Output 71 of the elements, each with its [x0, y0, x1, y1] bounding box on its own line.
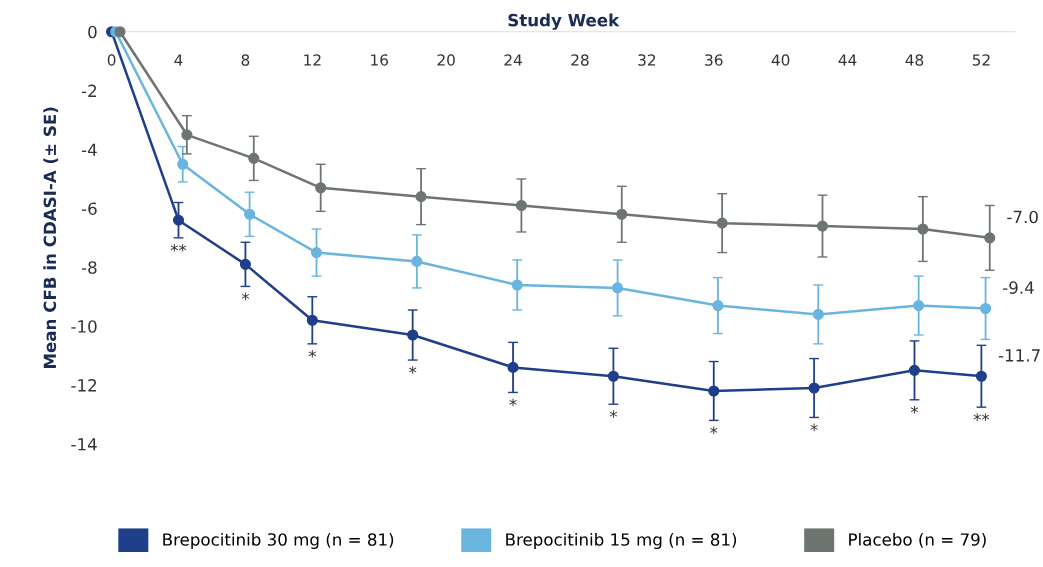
point: [980, 302, 992, 315]
x-tick-label: 44: [838, 54, 857, 66]
annotation: *: [509, 398, 517, 407]
point: [917, 223, 929, 235]
y-tick-label: -12: [71, 379, 97, 392]
point: [616, 208, 628, 220]
annotation: *: [609, 410, 618, 418]
x-tick-label: 16: [371, 54, 388, 66]
annotation: *: [241, 292, 250, 301]
annotation: -9.4: [1003, 281, 1034, 294]
x-tick-label: 4: [174, 54, 183, 66]
annotation: -11.7: [998, 349, 1040, 362]
x-tick-label: 32: [638, 54, 656, 66]
point: [172, 214, 185, 226]
annotation: *: [910, 405, 919, 414]
point: [975, 370, 987, 382]
point: [244, 208, 256, 220]
point: [181, 129, 193, 141]
point: [716, 217, 728, 229]
annotation: *: [308, 349, 316, 358]
point: [612, 282, 624, 294]
y-tick-label: -8: [81, 261, 97, 274]
x-tick-label: 36: [705, 54, 723, 66]
x-axis-title: Study Week: [508, 13, 620, 30]
point: [511, 279, 523, 291]
point: [984, 232, 996, 244]
y-tick-label: 0: [88, 25, 97, 39]
legend-label: Placebo (n = 79): [849, 532, 986, 548]
y-tick-label: -2: [81, 84, 97, 97]
y-tick-label: -4: [81, 143, 97, 156]
point: [407, 329, 419, 341]
annotation: *: [710, 426, 718, 435]
point: [239, 258, 251, 270]
point: [310, 247, 323, 259]
point: [908, 364, 921, 376]
point: [816, 220, 829, 232]
legend-label: Brepocitinib 15 mg (n = 81): [506, 532, 737, 550]
annotation: *: [810, 423, 818, 432]
point: [177, 158, 189, 170]
x-tick-label: 12: [304, 54, 321, 66]
point: [515, 199, 527, 212]
point: [712, 300, 724, 312]
x-tick-label: 48: [905, 54, 924, 66]
y-tick-label: -10: [71, 320, 97, 333]
y-axis-title: Mean CFB in CDASI-A (± SE): [43, 107, 59, 369]
point: [812, 308, 824, 320]
point: [248, 152, 260, 164]
annotation: -7.0: [1007, 210, 1038, 224]
x-tick-label: 8: [241, 54, 250, 66]
x-tick-label: 20: [437, 54, 455, 66]
annotation: **: [170, 243, 187, 252]
point: [708, 385, 720, 397]
point: [507, 361, 519, 373]
y-tick-label: -6: [81, 202, 97, 215]
x-tick-label: 40: [771, 54, 790, 66]
x-tick-label: 52: [972, 54, 990, 66]
point: [306, 314, 318, 326]
point: [315, 182, 327, 194]
x-tick-label: 28: [571, 54, 589, 66]
legend-label: Brepocitinib 30 mg (n = 81): [163, 532, 394, 550]
point: [607, 370, 619, 382]
annotation: **: [973, 413, 990, 421]
x-tick-label: 0: [107, 54, 116, 66]
annotation: *: [409, 366, 417, 374]
point: [913, 300, 925, 312]
point: [415, 191, 427, 203]
x-tick-label: 24: [504, 54, 522, 66]
point: [114, 26, 126, 38]
point: [808, 382, 820, 394]
y-tick-label: -14: [71, 438, 97, 451]
point: [411, 255, 423, 267]
